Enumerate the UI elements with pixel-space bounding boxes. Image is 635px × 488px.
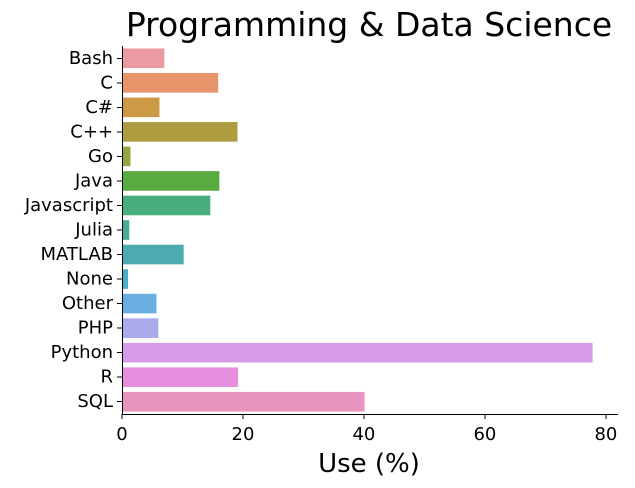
x-tick-label: 0 — [116, 424, 127, 445]
x-tick-label: 80 — [594, 424, 617, 445]
y-tick-label: C++ — [70, 121, 113, 142]
bar-c — [122, 72, 219, 93]
y-tick-label: MATLAB — [40, 244, 113, 265]
x-tick-label: 20 — [232, 424, 255, 445]
y-tick-label: Java — [74, 170, 113, 191]
bar-sql — [122, 391, 365, 412]
bar-php — [122, 318, 159, 338]
bar-none — [122, 269, 129, 289]
bar-python — [122, 342, 593, 363]
y-tick-labels: Bash C C# C++ Go Java Javascript Julia MATLAB Non… — [24, 48, 122, 412]
y-tick-label: Bash — [69, 48, 113, 69]
bar-javascript — [122, 195, 211, 216]
bars-group — [122, 48, 593, 412]
bar-r — [122, 367, 239, 388]
y-tick-label: Javascript — [24, 195, 113, 216]
bar-java — [122, 171, 220, 191]
x-tick-label: 40 — [352, 424, 375, 445]
bar-julia — [122, 220, 130, 240]
y-tick-label: None — [66, 269, 113, 290]
bar-c- — [122, 122, 238, 142]
y-tick-label: Go — [88, 146, 113, 167]
x-tick-label: 60 — [473, 424, 496, 445]
bar-c- — [122, 97, 160, 118]
y-tick-label: C# — [85, 97, 113, 118]
bar-other — [122, 293, 157, 314]
y-tick-label: Julia — [74, 220, 113, 241]
y-tick-label: SQL — [77, 391, 113, 412]
bar-go — [122, 146, 131, 167]
y-tick-label: R — [100, 367, 113, 388]
y-tick-label: Other — [62, 293, 114, 314]
y-tick-label: PHP — [78, 318, 113, 339]
x-axis-title: Use (%) — [318, 449, 420, 479]
chart-title: Programming & Data Science — [126, 5, 612, 44]
y-tick-label: C — [100, 72, 113, 93]
bar-matlab — [122, 244, 184, 265]
x-ticks: 0 20 40 60 80 — [116, 414, 617, 445]
bar-bash — [122, 48, 165, 69]
y-tick-label: Python — [51, 342, 113, 363]
